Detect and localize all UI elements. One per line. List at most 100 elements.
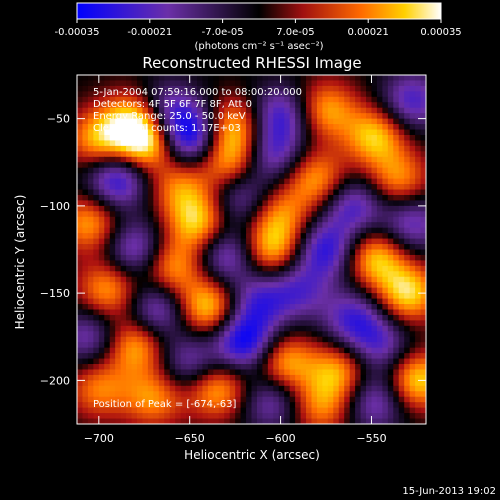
heatmap-cell xyxy=(158,407,165,414)
heatmap-cell xyxy=(360,238,367,245)
heatmap-cell xyxy=(382,129,389,136)
heatmap-cell xyxy=(115,134,122,142)
heatmap-cell xyxy=(136,194,144,202)
heatmap-cell xyxy=(256,293,263,300)
heatmap-cell xyxy=(273,391,280,398)
heatmap-cell xyxy=(349,380,356,387)
heatmap-cell xyxy=(393,189,400,196)
heatmap-cell xyxy=(213,222,220,229)
heatmap-cell xyxy=(164,85,171,92)
heatmap-cell xyxy=(398,107,405,114)
heatmap-cell xyxy=(278,374,285,381)
heatmap-cell xyxy=(404,134,411,142)
heatmap-cell xyxy=(355,314,362,321)
heatmap-cell xyxy=(344,96,351,103)
heatmap-cell xyxy=(142,211,149,218)
heatmap-cell xyxy=(322,85,329,92)
heatmap-cell xyxy=(142,184,149,191)
heatmap-cell xyxy=(169,369,176,376)
heatmap-cell xyxy=(240,407,247,414)
heatmap-cell xyxy=(77,233,84,240)
heatmap-cell xyxy=(409,342,416,349)
heatmap-cell xyxy=(98,320,105,327)
heatmap-cell xyxy=(87,380,94,387)
heatmap-cell xyxy=(256,167,263,174)
heatmap-cell xyxy=(398,418,405,424)
heatmap-cell xyxy=(240,145,247,152)
heatmap-cell xyxy=(87,156,94,163)
colorbar xyxy=(76,2,442,20)
heatmap-cell xyxy=(158,271,165,278)
heatmap-cell xyxy=(398,173,405,180)
heatmap-cell xyxy=(284,413,291,420)
heatmap-cell xyxy=(300,407,307,414)
heatmap-cell xyxy=(180,140,187,147)
heatmap-cell xyxy=(262,374,269,381)
heatmap-cell xyxy=(333,276,340,283)
heatmap-cell xyxy=(175,124,182,131)
heatmap-cell xyxy=(338,140,345,147)
heatmap-cell xyxy=(300,75,307,82)
heatmap-cell xyxy=(420,320,426,327)
heatmap-cell xyxy=(333,211,340,218)
heatmap-cell xyxy=(327,402,334,409)
heatmap-cell xyxy=(355,244,362,251)
heatmap-cell xyxy=(87,189,94,196)
heatmap-cell xyxy=(169,140,176,147)
heatmap-cell xyxy=(126,173,133,180)
heatmap-cell xyxy=(415,96,422,103)
heatmap-cell xyxy=(82,129,89,136)
heatmap-cell xyxy=(316,75,323,82)
heatmap-cell xyxy=(109,85,116,92)
heatmap-cell xyxy=(109,156,116,163)
heatmap-cell xyxy=(306,200,313,207)
heatmap-cell xyxy=(344,320,351,327)
heatmap-cell xyxy=(126,80,133,87)
heatmap-cell xyxy=(246,276,253,283)
heatmap-cell xyxy=(398,413,405,420)
heatmap-cell xyxy=(311,102,318,109)
heatmap-cell xyxy=(349,113,356,120)
heatmap-cell xyxy=(180,314,187,321)
heatmap-cell xyxy=(360,342,367,349)
heatmap-cell xyxy=(295,391,302,398)
heatmap-cell xyxy=(322,331,329,338)
heatmap-cell xyxy=(415,140,422,147)
heatmap-cell xyxy=(169,194,176,202)
heatmap-cell xyxy=(360,227,367,234)
heatmap-cell xyxy=(147,249,154,256)
heatmap-cell xyxy=(316,374,323,381)
heatmap-cell xyxy=(387,407,394,414)
heatmap-cell xyxy=(246,173,253,180)
heatmap-cell xyxy=(235,216,242,223)
heatmap-cell xyxy=(300,162,307,169)
heatmap-cell xyxy=(147,200,154,207)
heatmap-cell xyxy=(327,113,334,120)
heatmap-cell xyxy=(158,85,165,92)
heatmap-cell xyxy=(349,249,356,256)
heatmap-cell xyxy=(376,205,383,212)
heatmap-cell xyxy=(229,118,236,125)
heatmap-cell xyxy=(360,156,367,163)
heatmap-cell xyxy=(98,418,105,424)
heatmap-cell xyxy=(196,124,204,131)
heatmap-cell xyxy=(196,134,204,142)
heatmap-cell xyxy=(169,271,176,278)
heatmap-cell xyxy=(256,238,263,245)
heatmap-cell xyxy=(186,102,193,109)
heatmap-cell xyxy=(147,162,154,169)
heatmap-cell xyxy=(366,80,373,87)
heatmap-cell xyxy=(393,336,400,343)
heatmap-cell xyxy=(344,124,351,131)
heatmap-cell xyxy=(196,282,204,289)
heatmap-cell xyxy=(376,184,383,191)
heatmap-cell xyxy=(229,156,236,163)
heatmap-cell xyxy=(87,222,94,229)
heatmap-cell xyxy=(246,205,253,212)
heatmap-cell xyxy=(409,107,416,114)
heatmap-cell xyxy=(295,222,302,229)
heatmap-cell xyxy=(333,374,340,381)
heatmap-cell xyxy=(240,260,247,267)
heatmap-cell xyxy=(404,304,411,311)
heatmap-cell xyxy=(398,85,405,92)
